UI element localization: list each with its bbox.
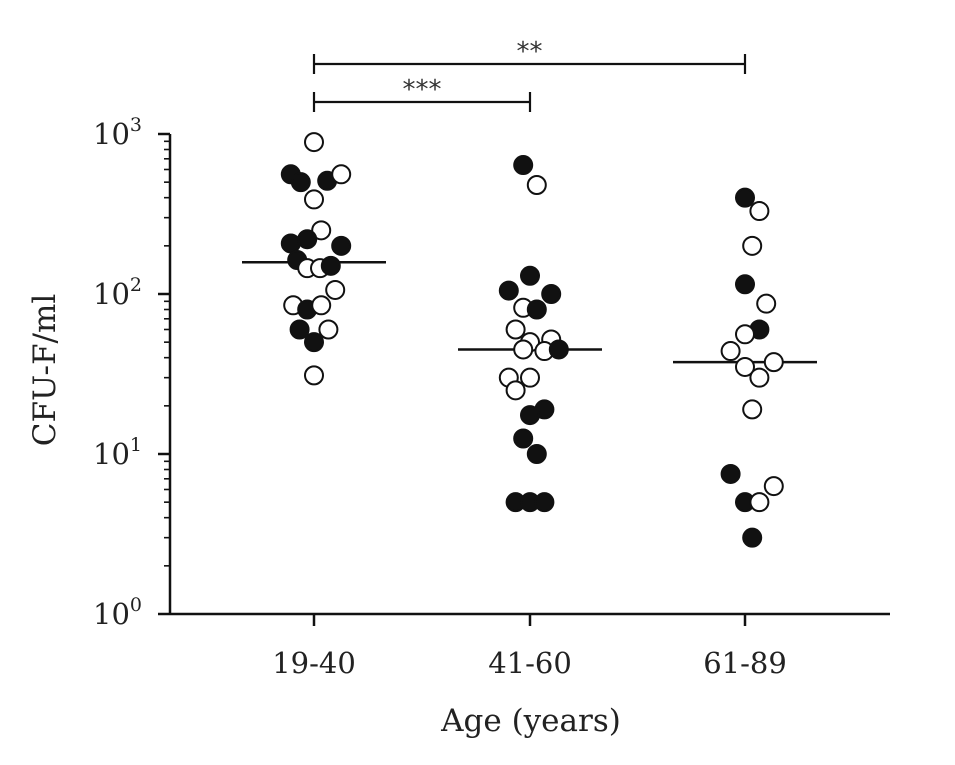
filled-point (526, 299, 547, 320)
open-point (520, 367, 540, 388)
filled-point (498, 280, 519, 301)
filled-point (534, 492, 555, 513)
open-point (505, 380, 526, 401)
open-point (513, 339, 534, 360)
filled-point (280, 233, 301, 254)
filled-point (735, 187, 755, 208)
filled-point (520, 265, 540, 286)
significance-brackets: ***** (312, 37, 747, 112)
y-axis: 100 101 102 103 (93, 114, 172, 631)
filled-point (541, 284, 562, 304)
x-tick-label: 41-60 (488, 646, 572, 680)
filled-point (290, 172, 311, 193)
open-point (304, 189, 324, 210)
open-point (304, 365, 324, 386)
open-point (742, 235, 763, 256)
filled-point (320, 255, 341, 276)
data-points (280, 132, 784, 548)
open-point (756, 293, 777, 314)
open-point (325, 279, 346, 300)
y-tick-label: 100 (93, 594, 142, 631)
open-point (763, 476, 784, 497)
open-point (720, 341, 741, 362)
filled-point (720, 463, 741, 484)
x-axis-title: Age (years) (440, 703, 621, 739)
open-point (505, 319, 526, 340)
filled-point (331, 235, 352, 256)
filled-point (304, 332, 324, 353)
y-tick-label: 101 (93, 434, 142, 471)
y-tick-label: 103 (93, 114, 142, 151)
x-tick-label: 61-89 (703, 646, 787, 680)
filled-point (742, 527, 763, 548)
open-point (749, 201, 770, 222)
x-axis: 19-40 41-60 61-89 (170, 612, 890, 680)
filled-point (289, 319, 310, 340)
open-point (749, 492, 770, 513)
y-tick-label: 102 (93, 274, 142, 311)
filled-point (513, 428, 534, 449)
open-point (304, 132, 324, 153)
open-point (763, 352, 784, 373)
significance-label: *** (403, 75, 442, 105)
open-point (526, 175, 547, 196)
filled-point (548, 339, 569, 360)
open-point (311, 220, 332, 241)
significance-label: ** (517, 37, 543, 67)
open-point (735, 324, 755, 345)
filled-point (520, 405, 540, 426)
open-point (318, 319, 339, 340)
x-tick-label: 19-40 (272, 646, 356, 680)
open-point (749, 367, 770, 388)
filled-point (735, 274, 755, 295)
open-point (742, 399, 763, 420)
filled-point (526, 444, 547, 464)
open-point (331, 164, 352, 185)
open-point (735, 356, 755, 377)
y-axis-title: CFU-F/ml (27, 294, 63, 447)
filled-point (297, 229, 318, 250)
open-point (311, 295, 332, 316)
filled-point (513, 155, 534, 176)
